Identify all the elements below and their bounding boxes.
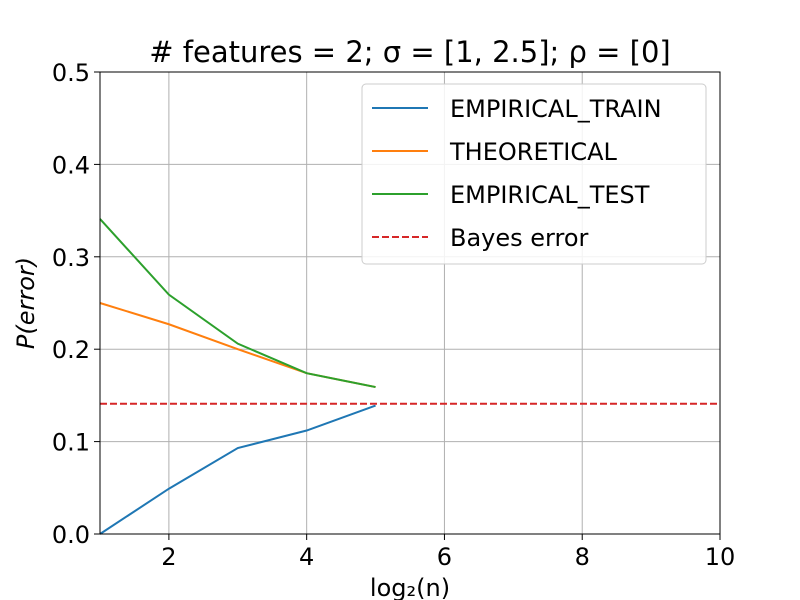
y-tick-label-1: 0.1 — [52, 429, 90, 457]
legend-label-2: EMPIRICAL_TEST — [450, 181, 650, 209]
x-tick-label-2: 6 — [437, 543, 452, 571]
legend-label-0: EMPIRICAL_TRAIN — [450, 95, 662, 123]
y-tick-label-4: 0.4 — [52, 151, 90, 179]
y-tick-label-0: 0.0 — [52, 521, 90, 549]
x-tick-label-4: 10 — [705, 543, 736, 571]
chart-title: # features = 2; σ = [1, 2.5]; ρ = [0] — [149, 35, 670, 69]
x-tick-label-3: 8 — [575, 543, 590, 571]
x-axis-label: log₂(n) — [370, 574, 450, 600]
y-tick-label-5: 0.5 — [52, 59, 90, 87]
series-line-empirical-test — [100, 219, 376, 387]
series-line-empirical-train — [100, 406, 376, 534]
x-tick-label-0: 2 — [161, 543, 176, 571]
y-axis-label: P(error) — [12, 257, 40, 349]
series-line-theoretical — [100, 303, 376, 387]
x-tick-label-1: 4 — [299, 543, 314, 571]
legend: EMPIRICAL_TRAIN THEORETICAL EMPIRICAL_TEST… — [362, 84, 706, 264]
y-tick-label-2: 0.2 — [52, 336, 90, 364]
y-tick-label-3: 0.3 — [52, 244, 90, 272]
legend-label-1: THEORETICAL — [449, 138, 618, 166]
legend-label-3: Bayes error — [450, 224, 589, 252]
series-layer — [100, 219, 720, 534]
